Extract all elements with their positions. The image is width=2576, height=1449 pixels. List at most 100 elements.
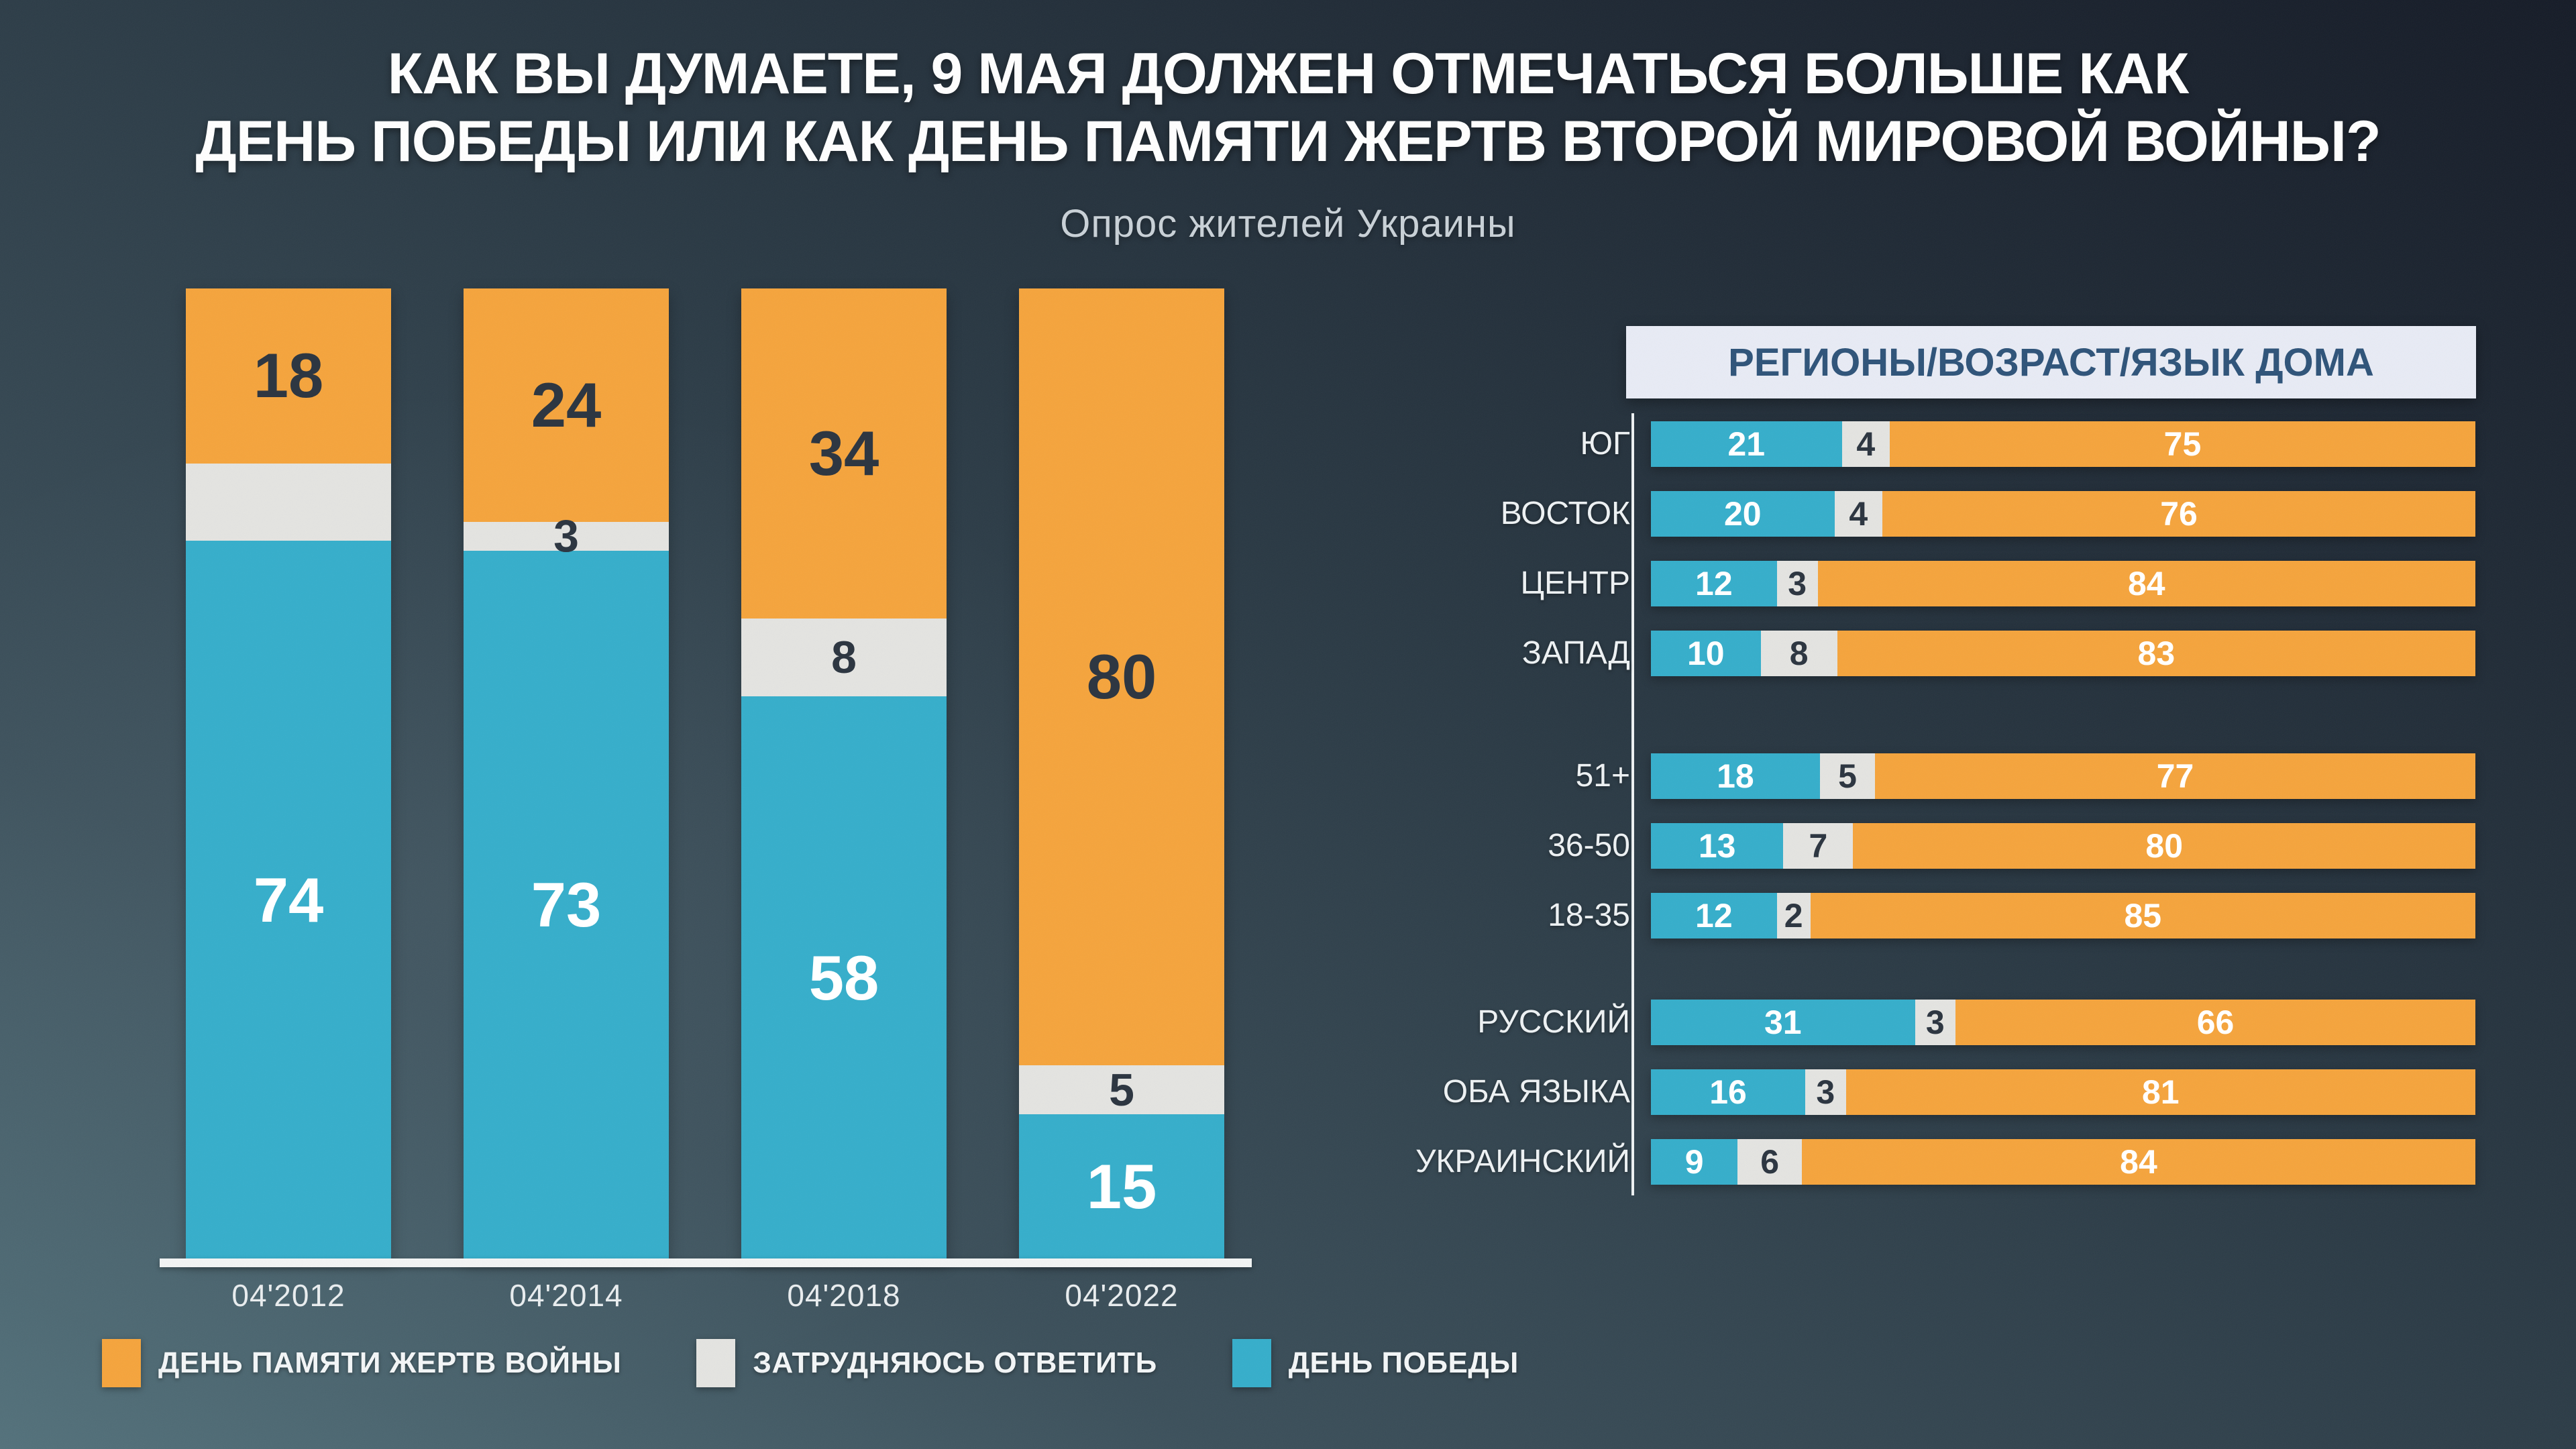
column-bar-2: 34 8 58 xyxy=(741,288,947,1260)
hseg-blue: 21 xyxy=(1651,421,1842,467)
hseg-orange: 83 xyxy=(1837,631,2475,676)
column-bar-0: 18 74 xyxy=(186,288,391,1260)
hseg-value-label: 3 xyxy=(1788,565,1807,602)
legend-item-label: ДЕНЬ ПОБЕДЫ xyxy=(1288,1346,1519,1379)
axis-label: 04'2018 xyxy=(787,1278,901,1313)
segment-value-label: 74 xyxy=(253,865,324,936)
hbar-row: ВОСТОК 20 4 76 xyxy=(1335,491,2475,537)
hseg-value-label: 4 xyxy=(1849,495,1868,533)
hseg-value-label: 76 xyxy=(2160,495,2198,533)
demographic-bars-chart: ЮГ 21 4 75 ВОСТОК 20 4 76 ЦЕНТР 12 3 84 ЗАПАД 10 8 83 51… xyxy=(1335,421,2475,1185)
legend-item-label: ДЕНЬ ПАМЯТИ ЖЕРТВ ВОЙНЫ xyxy=(158,1346,622,1379)
segment-value-label: 73 xyxy=(531,869,602,941)
hseg-gray: 3 xyxy=(1805,1069,1846,1115)
segment-blue: 73 xyxy=(464,550,669,1260)
hseg-gray: 5 xyxy=(1819,753,1876,799)
hseg-orange: 76 xyxy=(1882,491,2475,537)
hseg-blue: 20 xyxy=(1651,491,1835,537)
row-group-language: РУССКИЙ 31 3 66 ОБА ЯЗЫКА 16 3 81 УКРАИНСКИЙ 9 6 84 xyxy=(1335,1000,2475,1185)
hseg-gray: 3 xyxy=(1915,1000,1956,1045)
hseg-value-label: 31 xyxy=(1764,1004,1802,1041)
row-label: 36-50 xyxy=(1548,828,1630,863)
hseg-value-label: 21 xyxy=(1727,425,1766,463)
row-label: ВОСТОК xyxy=(1500,496,1630,531)
segment-value-label: 15 xyxy=(1086,1151,1157,1222)
x-axis-baseline xyxy=(160,1258,1252,1267)
hbar: 12 3 84 xyxy=(1651,561,2475,606)
hseg-gray: 8 xyxy=(1760,631,1837,676)
legend-item-orange: ДЕНЬ ПАМЯТИ ЖЕРТВ ВОЙНЫ xyxy=(102,1339,621,1387)
row-group-age: 51+ 18 5 77 36-50 13 7 80 18-35 12 2 85 xyxy=(1335,753,2475,938)
hseg-value-label: 2 xyxy=(1784,897,1803,934)
stacked-column-chart: 18 74 24 3 73 34 8 58 80 5 15 xyxy=(186,288,1224,1260)
hseg-gray: 4 xyxy=(1834,491,1883,537)
hseg-gray: 3 xyxy=(1776,561,1818,606)
hseg-value-label: 18 xyxy=(1717,757,1754,795)
legend-swatch-gray xyxy=(696,1339,736,1387)
hseg-value-label: 3 xyxy=(1816,1073,1835,1111)
segment-blue: 15 xyxy=(1019,1114,1224,1260)
chart-subtitle: Опрос жителей Украины xyxy=(1060,202,1516,246)
hseg-value-label: 77 xyxy=(2156,757,2194,795)
hseg-value-label: 9 xyxy=(1684,1143,1704,1181)
hbar-row: 36-50 13 7 80 xyxy=(1335,823,2475,869)
hseg-blue: 18 xyxy=(1651,753,1820,799)
hseg-value-label: 10 xyxy=(1686,635,1725,672)
legend-item-blue: ДЕНЬ ПОБЕДЫ xyxy=(1232,1339,1519,1387)
legend-swatch-blue xyxy=(1232,1339,1271,1387)
hseg-value-label: 13 xyxy=(1698,827,1736,865)
legend-item-gray: ЗАТРУДНЯЮСЬ ОТВЕТИТЬ xyxy=(696,1339,1157,1387)
hbar-row: 51+ 18 5 77 xyxy=(1335,753,2475,799)
hseg-blue: 12 xyxy=(1651,561,1777,606)
segment-value-label: 5 xyxy=(1109,1064,1134,1116)
hseg-orange: 85 xyxy=(1810,893,2475,938)
axis-label: 04'2012 xyxy=(231,1278,345,1313)
segment-orange: 18 xyxy=(186,288,391,464)
row-label: 18-35 xyxy=(1548,898,1630,933)
hseg-value-label: 12 xyxy=(1695,565,1733,602)
row-label: РУССКИЙ xyxy=(1477,1004,1630,1040)
hbar: 31 3 66 xyxy=(1651,1000,2475,1045)
hseg-value-label: 85 xyxy=(2124,897,2162,934)
hseg-value-label: 75 xyxy=(2163,425,2202,463)
hseg-orange: 75 xyxy=(1889,421,2475,467)
hbar: 13 7 80 xyxy=(1651,823,2475,869)
hseg-gray: 6 xyxy=(1737,1139,1802,1185)
hbar-row: ЮГ 21 4 75 xyxy=(1335,421,2475,467)
segment-value-label: 8 xyxy=(831,632,857,684)
segment-value-label: 34 xyxy=(808,418,879,489)
legend: ДЕНЬ ПАМЯТИ ЖЕРТВ ВОЙНЫ ЗАТРУДНЯЮСЬ ОТВЕТ… xyxy=(102,1339,1519,1387)
hseg-gray: 7 xyxy=(1783,823,1854,869)
segment-gray: 3 xyxy=(464,513,669,559)
right-panel-header: РЕГИОНЫ/ВОЗРАСТ/ЯЗЫК ДОМА xyxy=(1626,326,2476,398)
hbar: 12 2 85 xyxy=(1651,893,2475,938)
hseg-blue: 12 xyxy=(1651,893,1777,938)
hseg-blue: 13 xyxy=(1651,823,1784,869)
hseg-value-label: 5 xyxy=(1838,757,1857,795)
hseg-value-label: 83 xyxy=(2137,635,2176,672)
hseg-blue: 9 xyxy=(1651,1139,1738,1185)
hbar: 18 5 77 xyxy=(1651,753,2475,799)
hseg-orange: 66 xyxy=(1955,1000,2475,1045)
hbar: 16 3 81 xyxy=(1651,1069,2475,1115)
hseg-value-label: 66 xyxy=(2196,1004,2235,1041)
hseg-value-label: 8 xyxy=(1789,635,1809,672)
hseg-orange: 80 xyxy=(1853,823,2475,869)
x-axis-labels: 04'2012 04'2014 04'2018 04'2022 xyxy=(186,1277,1224,1313)
hseg-gray: 2 xyxy=(1776,893,1811,938)
segment-orange: 24 xyxy=(464,288,669,522)
hseg-gray: 4 xyxy=(1841,421,1890,467)
hseg-value-label: 6 xyxy=(1760,1143,1780,1181)
hseg-orange: 84 xyxy=(1801,1139,2475,1185)
hseg-value-label: 16 xyxy=(1709,1073,1747,1111)
hbar-row: ОБА ЯЗЫКА 16 3 81 xyxy=(1335,1069,2475,1115)
row-label: ЮГ xyxy=(1580,426,1630,462)
row-label: ЦЕНТР xyxy=(1520,566,1630,601)
hseg-orange: 81 xyxy=(1845,1069,2475,1115)
axis-label: 04'2022 xyxy=(1065,1278,1179,1313)
column-bar-3: 80 5 15 xyxy=(1019,288,1224,1260)
hseg-blue: 31 xyxy=(1651,1000,1915,1045)
hbar: 21 4 75 xyxy=(1651,421,2475,467)
segment-blue: 58 xyxy=(741,696,947,1260)
